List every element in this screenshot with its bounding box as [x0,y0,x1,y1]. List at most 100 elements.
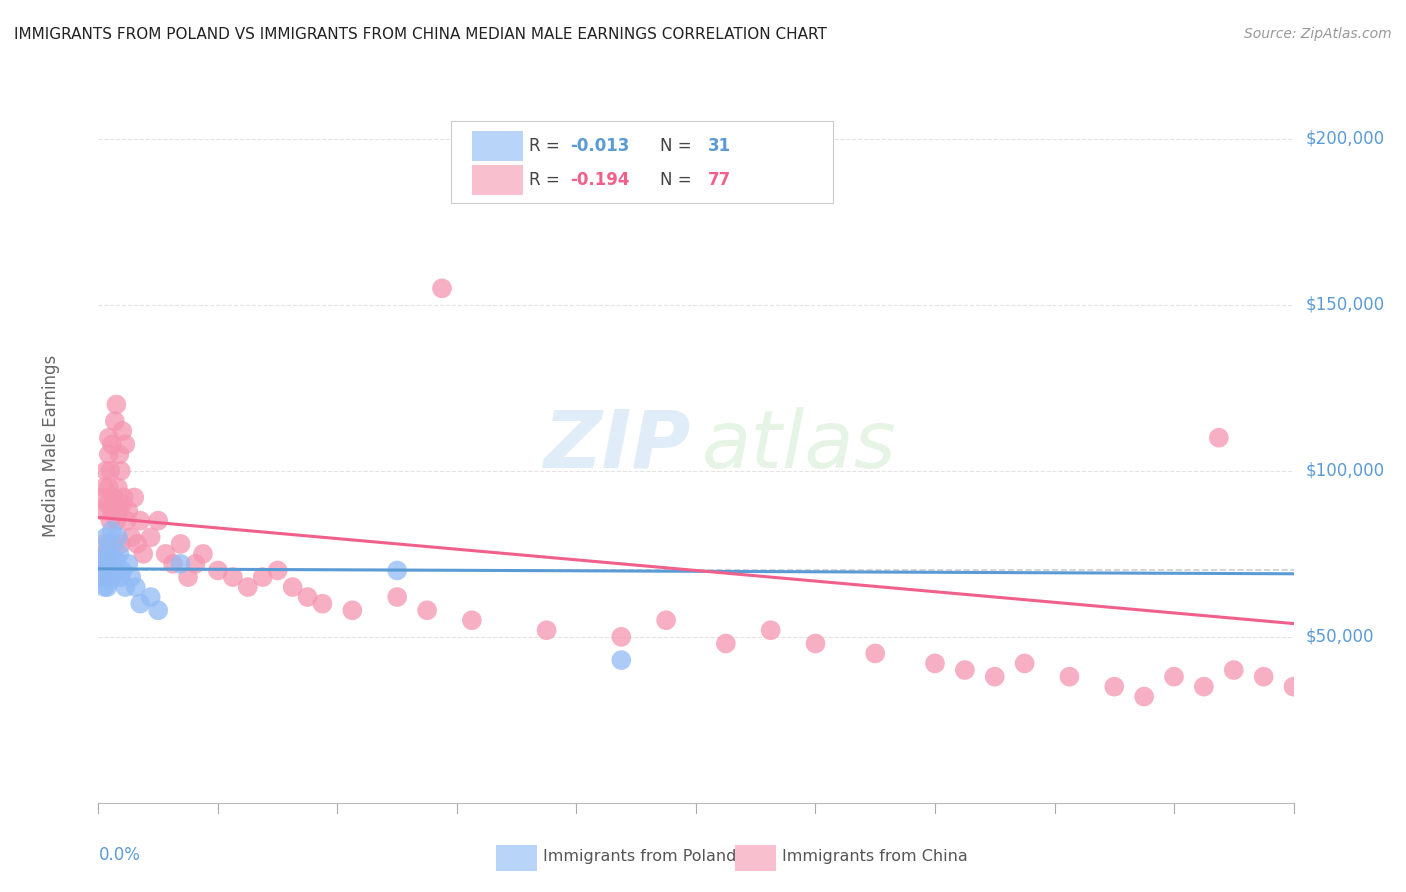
Point [97,431,120,445]
Point [924,657,946,671]
Point [1282,680,1305,694]
Point [96,580,118,594]
Point [416,603,439,617]
Point [177,570,200,584]
Point [90,491,112,505]
Point [105,397,128,411]
Point [148,603,170,617]
Point [148,514,170,528]
Point [129,597,152,611]
Point [98,553,122,567]
Point [132,547,155,561]
Point [107,504,129,518]
Point [115,514,138,528]
Point [96,557,118,571]
Point [111,424,134,438]
Point [236,580,259,594]
Point [98,514,122,528]
Point [125,580,148,594]
Point [90,553,112,567]
Point [759,624,782,638]
Point [129,514,152,528]
Point [222,570,245,584]
Point [111,564,134,578]
Point [114,437,136,451]
Text: Immigrants from Poland: Immigrants from Poland [543,849,737,863]
Point [191,547,214,561]
Point [281,580,304,594]
Point [104,564,127,578]
Point [804,636,827,650]
Point [104,497,127,511]
Text: R =: R = [529,137,565,155]
Point [94,464,117,478]
Point [96,497,118,511]
Point [1253,670,1275,684]
Point [98,574,122,588]
Point [105,514,128,528]
FancyBboxPatch shape [496,845,537,871]
Point [110,464,132,478]
Point [536,624,558,638]
Point [865,647,887,661]
Point [139,530,162,544]
Point [1014,657,1036,671]
Text: R =: R = [529,171,565,189]
Text: N =: N = [661,137,697,155]
Text: -0.194: -0.194 [571,171,630,189]
Text: atlas: atlas [702,407,897,485]
Point [655,613,678,627]
Text: N =: N = [661,171,697,189]
Text: 77: 77 [709,171,731,189]
Point [610,630,633,644]
Point [1192,680,1215,694]
Point [169,537,191,551]
Point [120,530,142,544]
Point [108,447,131,461]
Point [107,530,129,544]
Point [207,564,229,578]
Point [105,553,128,567]
Point [610,653,633,667]
Point [127,537,149,551]
Point [311,597,333,611]
Text: -0.013: -0.013 [571,137,630,155]
Point [103,537,125,551]
Point [385,564,409,578]
Text: 0.0%: 0.0% [98,846,141,863]
Text: ZIP: ZIP [543,407,690,485]
Text: $100,000: $100,000 [1306,462,1385,480]
Point [108,547,131,561]
Point [93,537,115,551]
Point [155,547,177,561]
Text: $50,000: $50,000 [1306,628,1374,646]
Point [94,557,117,571]
Point [342,603,364,617]
Point [103,491,125,505]
Text: Median Male Earnings: Median Male Earnings [42,355,59,537]
Point [97,570,120,584]
Point [93,481,115,495]
Point [97,537,120,551]
Point [117,504,139,518]
Point [139,590,162,604]
Point [91,504,114,518]
Text: $200,000: $200,000 [1306,130,1385,148]
Point [112,491,135,505]
Point [91,570,114,584]
Point [162,557,184,571]
FancyBboxPatch shape [472,165,523,194]
Point [430,281,453,295]
Point [461,613,484,627]
Point [953,663,976,677]
Point [120,570,142,584]
Point [184,557,207,571]
Point [91,570,114,584]
Point [1163,670,1185,684]
Point [385,590,409,604]
Point [297,590,319,604]
Point [169,557,191,571]
Point [267,564,290,578]
Point [103,550,125,565]
Point [94,547,117,561]
